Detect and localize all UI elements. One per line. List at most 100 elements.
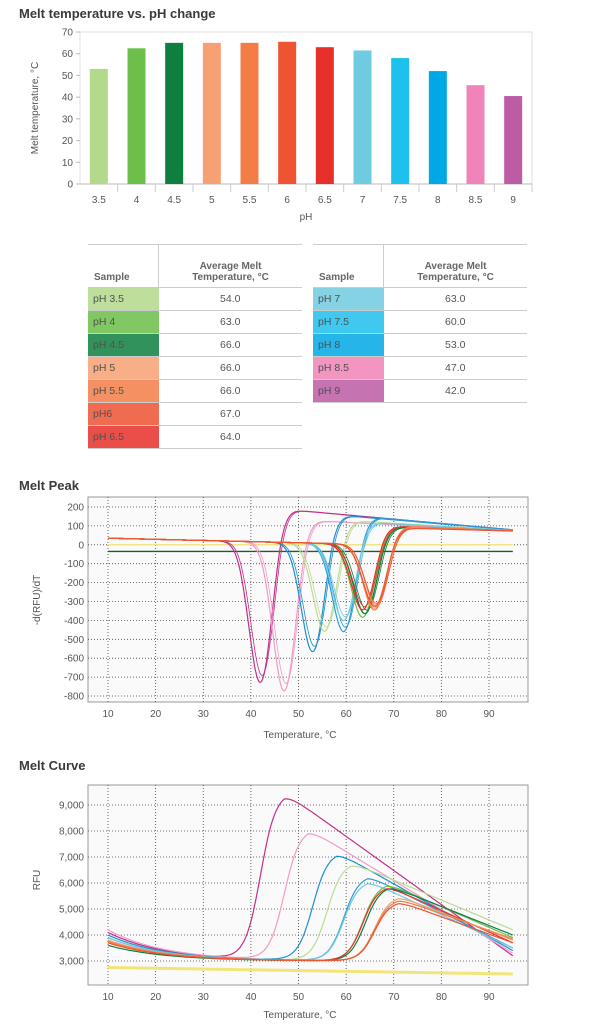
melt-temperature-cell: 53.0	[383, 333, 527, 357]
y-tick-label: 0	[67, 180, 73, 191]
table-row: pH 4 63.0	[88, 310, 302, 334]
y-tick-label: -300	[64, 597, 84, 608]
melt-temperature-cell: 42.0	[383, 379, 527, 403]
x-tick-label: 20	[150, 992, 162, 1003]
sample-cell: pH 4.5	[88, 333, 159, 357]
y-tick-label: 7,000	[59, 853, 84, 864]
y-tick-label: 20	[62, 136, 74, 147]
y-tick-label: -400	[64, 616, 84, 627]
sample-cell: pH 3.5	[88, 287, 159, 311]
melt-temperature-cell: 54.0	[158, 287, 302, 311]
melt-temperature-cell: 66.0	[158, 379, 302, 403]
plot-frame	[79, 31, 533, 185]
x-tick-label: 90	[483, 709, 495, 720]
melt-peak-chart: 10 20 30 40 50 60 70 80 90 200 100 0 -100 -200 -300 -40…	[64, 496, 529, 720]
y-tick-label: -600	[64, 654, 84, 665]
x-tick-label: 50	[293, 992, 305, 1003]
x-tick-label: 3.5	[92, 195, 106, 206]
y-tick-label: 6,000	[59, 879, 84, 890]
header-average-melt: Average Melt Temperature, °C	[158, 244, 302, 288]
y-tick-label: 9,000	[59, 801, 84, 812]
y-tick-label: 70	[62, 28, 74, 39]
table-row: pH 6.5 64.0	[88, 425, 302, 449]
bar-chart-title: Melt temperature vs. pH change	[19, 6, 216, 21]
melt-peak-series-11	[108, 528, 513, 604]
x-tick-label: 90	[483, 992, 495, 1003]
x-tick-label: 60	[341, 992, 353, 1003]
table-row: pH 5.5 66.0	[88, 379, 302, 403]
x-tick-label: 6	[284, 195, 290, 206]
bar-chart: 0 10 20 30 40 50 60 70 3.5 4 4.5 5 5.5 6 6.5 7 7.5 8 8.5 9	[62, 28, 533, 206]
table-row: pH 7.5 60.0	[313, 310, 527, 334]
table-row: pH 5 66.0	[88, 356, 302, 380]
y-tick-label: 200	[67, 503, 84, 514]
y-tick-label: 5,000	[59, 905, 84, 916]
melt-curve-series-5	[107, 883, 514, 961]
x-tick-label: 40	[245, 992, 257, 1003]
table-row: pH 4.5 66.0	[88, 333, 302, 357]
x-tick-label: 70	[388, 709, 400, 720]
y-tick-label: 100	[67, 521, 84, 532]
x-tick-label: 4.5	[167, 195, 181, 206]
x-tick-label: 8	[435, 195, 441, 206]
y-tick-label: 4,000	[59, 931, 84, 942]
melt-temperature-cell: 64.0	[158, 425, 302, 449]
x-tick-label: 9	[510, 195, 516, 206]
bar-ph-6	[278, 41, 297, 185]
sample-cell: pH 6.5	[88, 425, 159, 449]
table-row: pH 3.5 54.0	[88, 287, 302, 311]
bar-ph-3.5	[89, 68, 108, 184]
sample-cell: pH 8	[313, 333, 384, 357]
x-tick-label: 20	[150, 709, 162, 720]
x-tick-label: 5	[209, 195, 215, 206]
y-tick-label: -700	[64, 673, 84, 684]
melt-peak-y-label: -d(RFU)/dT	[32, 575, 43, 626]
y-tick-label: -500	[64, 635, 84, 646]
y-tick-label: -800	[64, 692, 84, 703]
sample-cell: pH 8.5	[313, 356, 384, 380]
sample-cell: pH 5	[88, 356, 159, 380]
header-line1: Average Melt	[424, 261, 487, 272]
melt-temperature-cell: 66.0	[158, 356, 302, 380]
melt-curve-x-label: Temperature, °C	[264, 1010, 337, 1021]
header-line2: Temperature, °C	[192, 272, 269, 283]
bar-y-label: Melt temperature, °C	[30, 62, 41, 154]
melt-temperature-cell: 47.0	[383, 356, 527, 380]
y-tick-label: 0	[78, 540, 84, 551]
sample-cell: pH 9	[313, 379, 384, 403]
x-tick-label: 70	[388, 992, 400, 1003]
bar-ph-8	[428, 71, 447, 184]
table-row: pH 7 63.0	[313, 287, 527, 311]
sample-cell: pH 4	[88, 310, 159, 334]
header-line1: Average Melt	[199, 261, 262, 272]
x-tick-label: 6.5	[318, 195, 332, 206]
plot-frame	[87, 784, 529, 986]
melt-temperature-cell: 67.0	[158, 402, 302, 426]
table-row: pH 8.5 47.0	[313, 356, 527, 380]
melt-temperature-cell: 60.0	[383, 310, 527, 334]
bar-ph-5	[202, 42, 221, 184]
bar-ph-9	[504, 96, 523, 184]
bar-ph-4	[127, 48, 146, 185]
x-tick-label: 30	[198, 709, 210, 720]
melt-curve-series-12	[108, 966, 513, 976]
header-sample: Sample	[88, 244, 159, 288]
y-tick-label: 8,000	[59, 827, 84, 838]
melt-peak-title: Melt Peak	[19, 478, 80, 493]
sample-cell: pH 7	[313, 287, 384, 311]
melt-curve-y-label: RFU	[32, 870, 43, 891]
x-tick-label: 80	[436, 709, 448, 720]
melt-temperature-cell: 63.0	[158, 310, 302, 334]
header-sample: Sample	[313, 244, 384, 288]
melt-peak-x-label: Temperature, °C	[264, 730, 337, 741]
x-tick-label: 10	[102, 709, 114, 720]
melt-curve-series-11	[107, 903, 513, 962]
x-tick-label: 30	[198, 992, 210, 1003]
table-row: pH6 67.0	[88, 402, 302, 426]
x-tick-label: 60	[341, 709, 353, 720]
table-row: pH 8 53.0	[313, 333, 527, 357]
bar-x-label: pH	[300, 212, 313, 223]
y-tick-label: 60	[62, 49, 74, 60]
bar-ph-6.5	[315, 47, 334, 185]
